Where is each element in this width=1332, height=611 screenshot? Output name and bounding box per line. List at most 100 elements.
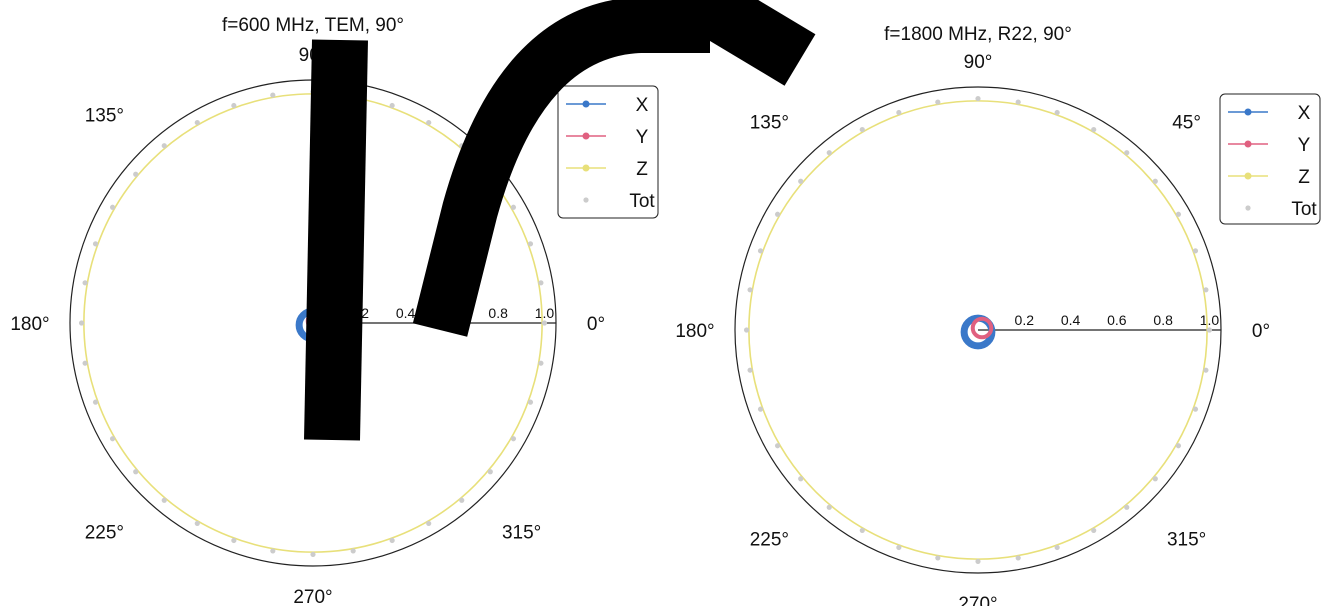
series-tot-point bbox=[194, 119, 200, 126]
series-tot-point bbox=[426, 520, 432, 527]
radial-tick-label: 1.0 bbox=[535, 305, 555, 321]
legend-marker-x bbox=[1244, 108, 1252, 116]
legend-marker-x bbox=[582, 100, 590, 108]
series-tot-point bbox=[1192, 248, 1199, 254]
redaction-marks bbox=[304, 0, 816, 441]
angle-label: 135° bbox=[85, 105, 124, 126]
legend-marker-z bbox=[582, 164, 590, 172]
angle-label: 315° bbox=[1167, 530, 1206, 551]
series-tot-point bbox=[774, 211, 781, 217]
series-tot-point bbox=[310, 551, 316, 558]
series-tot-point bbox=[510, 436, 517, 442]
series-tot-point bbox=[826, 504, 832, 510]
legend-label-tot: Tot bbox=[629, 191, 655, 212]
legend-box bbox=[557, 85, 659, 219]
series-tot-point bbox=[82, 280, 88, 286]
radial-tick-label: 0.8 bbox=[488, 305, 508, 321]
series-tot-point bbox=[541, 320, 548, 326]
series-tot-point bbox=[527, 241, 534, 247]
series-tot-point bbox=[896, 544, 902, 551]
legend-label-y: Y bbox=[1298, 135, 1311, 156]
angle-label: 225° bbox=[750, 530, 789, 551]
radial-tick-label: 0.4 bbox=[396, 305, 416, 321]
angle-label: 45° bbox=[1172, 112, 1201, 133]
chart-title: f=1800 MHz, R22, 90° bbox=[884, 24, 1072, 45]
series-tot-point bbox=[133, 469, 139, 475]
angle-label: 315° bbox=[502, 523, 541, 544]
radial-tick-label: 0.2 bbox=[1015, 312, 1035, 328]
series-tot-point bbox=[487, 469, 493, 475]
series-tot-point bbox=[747, 367, 753, 373]
series-tot-point bbox=[747, 287, 753, 293]
polar-panel-right: f=1800 MHz, R22, 90° 0.2 0.4 0.6 0.8 1.0 0° 45°… bbox=[675, 24, 1321, 611]
legend-box bbox=[1219, 93, 1321, 225]
series-tot-point bbox=[757, 406, 764, 412]
series-tot-point bbox=[194, 520, 200, 527]
series-tot-point bbox=[826, 150, 832, 156]
legend-marker-z bbox=[1244, 172, 1252, 180]
angle-label: 180° bbox=[10, 314, 49, 335]
legend-label-x: X bbox=[1298, 103, 1311, 124]
series-tot-point bbox=[935, 99, 941, 105]
series-tot-point bbox=[459, 497, 465, 503]
series-tot-point bbox=[82, 360, 88, 366]
series-tot-point bbox=[1152, 476, 1158, 482]
series-tot-point bbox=[1203, 367, 1209, 373]
legend-label-tot: Tot bbox=[1291, 199, 1317, 220]
series-tot-point bbox=[1124, 150, 1130, 156]
series-tot-point bbox=[510, 204, 517, 210]
series-tot-point bbox=[1192, 406, 1199, 412]
series-tot-point bbox=[231, 102, 237, 109]
series-tot-point bbox=[1054, 109, 1060, 116]
series-tot-point bbox=[109, 436, 116, 442]
series-tot-point bbox=[109, 204, 116, 210]
series-tot-point bbox=[426, 119, 432, 126]
radial-tick-label: 0.8 bbox=[1153, 312, 1173, 328]
series-tot-point bbox=[92, 241, 99, 247]
series-tot-point bbox=[1015, 99, 1021, 105]
series-tot-point bbox=[270, 548, 276, 554]
series-tot-point bbox=[231, 537, 237, 544]
polar-panel-left: f=600 MHz, TEM, 90°0.2 0.4 0.6 0.8 1.00°45°9… bbox=[10, 15, 659, 608]
series-tot-point bbox=[161, 143, 167, 149]
series-tot-point bbox=[1091, 126, 1097, 133]
series-tot-point bbox=[935, 555, 941, 561]
series-tot-point bbox=[743, 327, 750, 333]
series-tot-point bbox=[1203, 287, 1209, 293]
series-tot-point bbox=[133, 171, 139, 177]
series-tot-point bbox=[1175, 443, 1182, 449]
series-tot-point bbox=[798, 178, 804, 184]
series-tot-point bbox=[757, 248, 764, 254]
series-tot-point bbox=[389, 537, 395, 544]
radial-tick-label: 0.4 bbox=[1061, 312, 1081, 328]
series-tot-point bbox=[975, 558, 981, 565]
series-tot-point bbox=[1152, 178, 1158, 184]
angle-label: 270° bbox=[293, 587, 332, 606]
angle-label: 135° bbox=[750, 112, 789, 133]
angle-label: 0° bbox=[1252, 321, 1270, 342]
series-y-line bbox=[970, 316, 994, 340]
legend-marker-tot bbox=[583, 197, 589, 203]
legend-label-x: X bbox=[636, 95, 649, 116]
series-tot-point bbox=[1175, 211, 1182, 217]
series-tot-point bbox=[350, 548, 356, 554]
series-tot-point bbox=[270, 92, 276, 98]
series-tot-point bbox=[798, 476, 804, 482]
angle-label: 0° bbox=[587, 314, 605, 335]
series-tot-point bbox=[1124, 504, 1130, 510]
series-tot-point bbox=[896, 109, 902, 116]
series-tot-point bbox=[1054, 544, 1060, 551]
legend-label-z: Z bbox=[636, 159, 648, 180]
angle-label: 225° bbox=[85, 523, 124, 544]
series-tot-point bbox=[975, 95, 981, 102]
series-tot-point bbox=[1206, 327, 1213, 333]
series-tot-point bbox=[1015, 555, 1021, 561]
series-tot-point bbox=[774, 443, 781, 449]
series-tot-point bbox=[161, 497, 167, 503]
radial-tick-label: 0.6 bbox=[1107, 312, 1127, 328]
legend-marker-y bbox=[1244, 140, 1252, 148]
chart-title: f=600 MHz, TEM, 90° bbox=[222, 15, 404, 36]
legend-label-z: Z bbox=[1298, 167, 1310, 188]
